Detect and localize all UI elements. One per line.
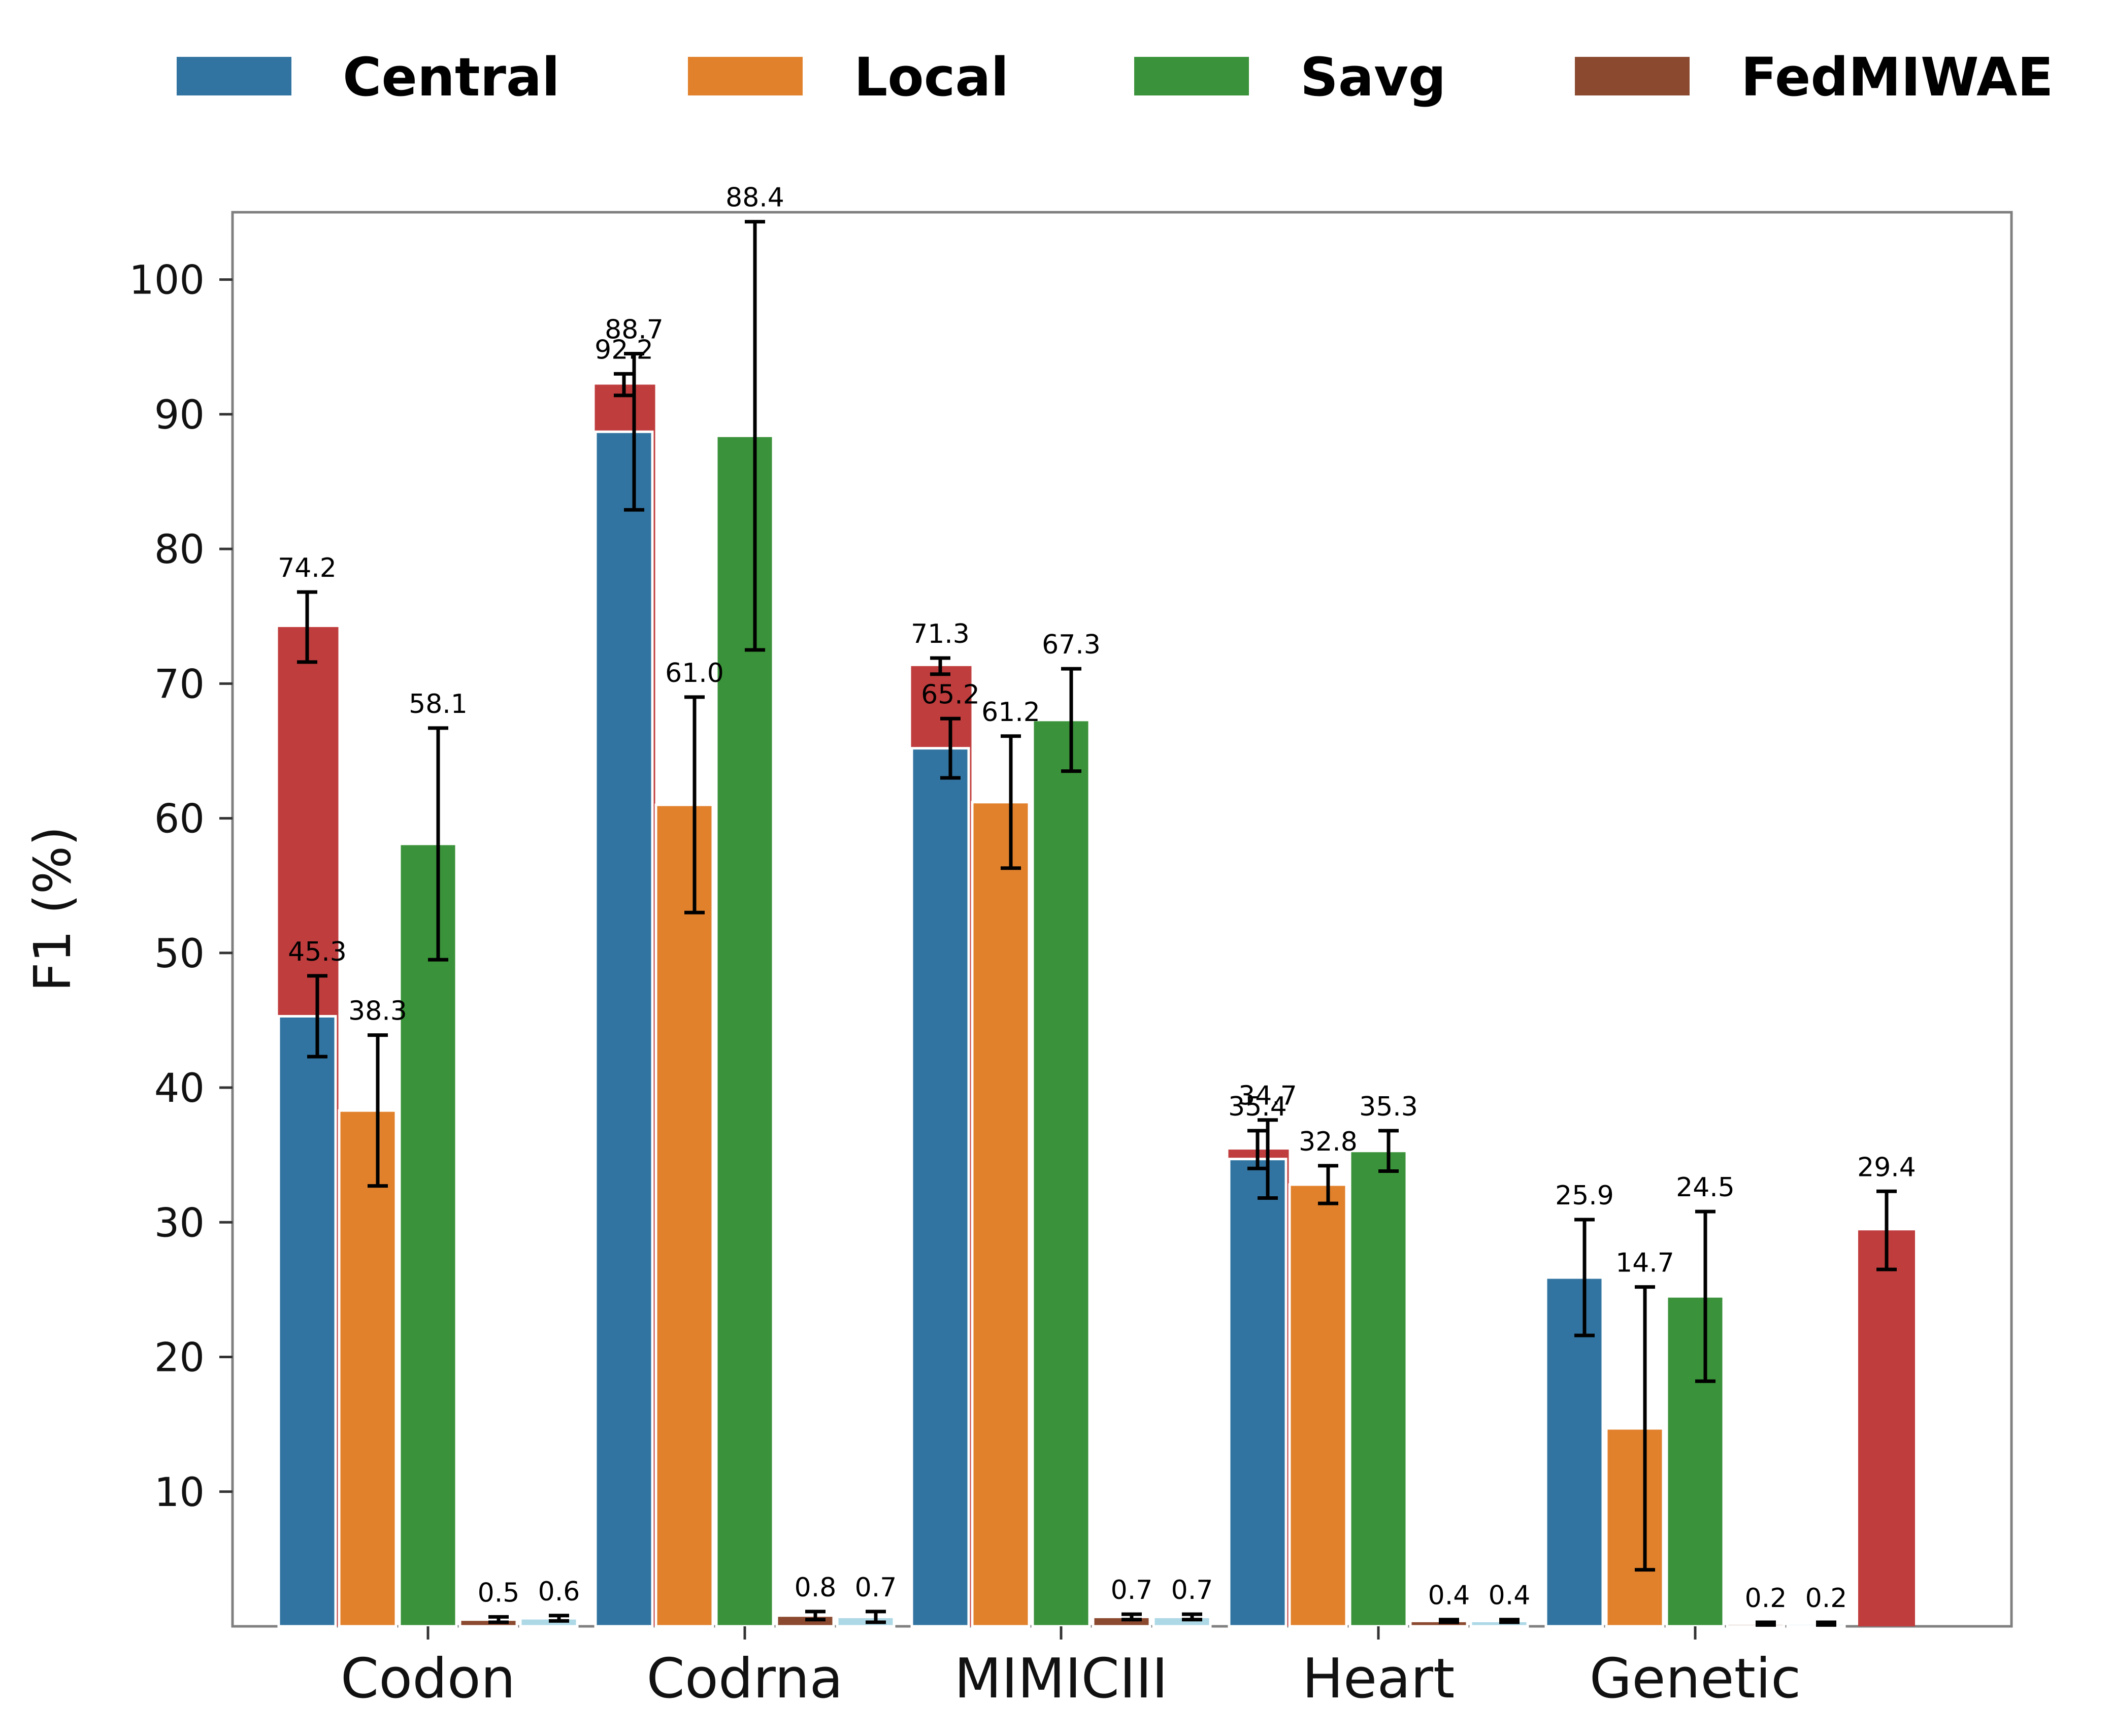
data-label: 0.7 <box>855 1573 897 1603</box>
bar-local-heart <box>1288 1183 1348 1628</box>
y-tick-label: 40 <box>154 1066 205 1111</box>
bar-savg-heart <box>1348 1150 1408 1628</box>
data-label: 38.3 <box>348 996 407 1027</box>
y-tick-label: 90 <box>154 392 205 438</box>
y-tick-label: 10 <box>154 1470 205 1516</box>
data-label: 35.3 <box>1359 1092 1418 1122</box>
data-label: 0.2 <box>1745 1583 1787 1614</box>
legend-swatch <box>1134 57 1249 95</box>
bar-savg-mimiciii <box>1031 718 1091 1628</box>
value-labels: 74.2 92.2 71.3 35.4 29.4 45.3 88.7 65.2 34.7 25.9… <box>278 183 1916 1614</box>
bar-savg-codon <box>398 842 458 1628</box>
legend: Central Local Savg FedMIWAE <box>177 46 2054 108</box>
plot-area <box>231 211 2013 1628</box>
y-tick-label: 60 <box>154 797 205 842</box>
bar-local-mimiciii <box>971 801 1031 1628</box>
data-label: 88.7 <box>605 315 664 345</box>
x-tick-label: MIMICIII <box>954 1647 1168 1711</box>
data-label: 0.2 <box>1805 1583 1847 1614</box>
y-tick-label: 30 <box>154 1200 205 1246</box>
data-label: 92.2 <box>595 335 653 365</box>
data-label: 58.1 <box>409 689 468 719</box>
x-tick-label: Codon <box>341 1647 516 1711</box>
bar-savg-codrna <box>715 434 775 1628</box>
legend-label: Local <box>854 46 1009 108</box>
bar-savg-genetic <box>1665 1295 1725 1628</box>
data-label: 74.2 <box>278 553 337 583</box>
data-label: 35.4 <box>1228 1092 1287 1122</box>
data-label: 0.7 <box>1171 1575 1213 1606</box>
bar-central-codrna <box>594 430 654 1628</box>
y-tick-label: 50 <box>154 931 205 977</box>
data-label: 61.0 <box>665 658 724 689</box>
data-label: 24.5 <box>1676 1172 1735 1203</box>
data-label: 71.3 <box>911 619 970 649</box>
data-label: 61.2 <box>981 697 1040 728</box>
legend-swatch <box>1575 57 1690 95</box>
bar-red-genetic <box>1858 1230 1915 1626</box>
legend-label: FedMIWAE <box>1741 46 2054 108</box>
legend-label: Central <box>343 46 560 108</box>
x-tick-label: Codrna <box>646 1647 843 1711</box>
data-label: 0.4 <box>1428 1581 1470 1611</box>
data-label: 45.3 <box>288 937 347 967</box>
y-tick-label: 20 <box>154 1335 205 1381</box>
bar-central-genetic <box>1544 1276 1604 1628</box>
series-bars <box>277 430 1846 1628</box>
legend-swatch <box>177 57 291 95</box>
y-tick-label: 80 <box>154 527 205 573</box>
bar-central-heart <box>1228 1158 1288 1628</box>
data-label: 0.5 <box>478 1578 520 1608</box>
y-tick-label: 70 <box>154 662 205 707</box>
data-label: 0.7 <box>1111 1575 1153 1606</box>
bar-local-codrna <box>654 803 714 1628</box>
x-tick-label: Genetic <box>1590 1647 1801 1711</box>
bar-local-genetic <box>1605 1427 1665 1628</box>
data-label: 34.7 <box>1238 1081 1297 1111</box>
error-bars <box>297 220 1897 1627</box>
data-label: 32.8 <box>1299 1127 1358 1157</box>
data-label: 67.3 <box>1042 630 1101 660</box>
data-label: 25.9 <box>1555 1181 1614 1211</box>
y-tick-label: 100 <box>129 258 205 304</box>
data-label: 0.6 <box>538 1577 580 1607</box>
bar-local-codon <box>338 1109 398 1628</box>
data-label: 88.4 <box>725 183 784 213</box>
data-label: 14.7 <box>1615 1248 1674 1279</box>
y-axis-label: F1 (%) <box>23 826 82 992</box>
legend-label: Savg <box>1300 46 1446 108</box>
data-label: 29.4 <box>1857 1152 1916 1183</box>
legend-swatch <box>688 57 803 95</box>
plot-frame <box>231 211 2013 1628</box>
data-label: 65.2 <box>921 679 980 710</box>
bar-central-mimiciii <box>910 747 970 1628</box>
x-axis: Codon Codrna MIMICIII Heart Genetic <box>341 1626 1801 1711</box>
bar-central-codon <box>277 1014 337 1628</box>
data-label: 0.8 <box>795 1573 837 1603</box>
data-label: 0.4 <box>1489 1581 1531 1611</box>
y-axis: 10 20 30 40 50 60 70 80 90 100 <box>129 258 233 1516</box>
x-tick-label: Heart <box>1302 1647 1455 1711</box>
